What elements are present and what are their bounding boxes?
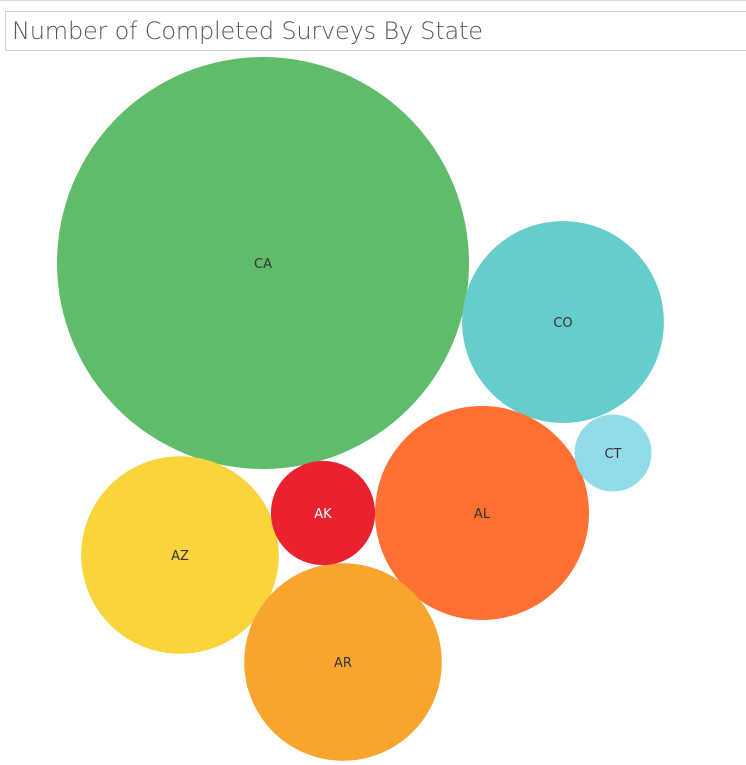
bubble-ak[interactable] [270,460,376,566]
bubble-label-ca: CA [254,257,272,272]
chart-title-box: Number of Completed Surveys By State [5,11,746,51]
top-border [0,0,746,3]
bubble-ct[interactable] [574,414,652,492]
bubble-label-ar: AR [334,656,352,671]
bubble-label-ct: CT [604,447,621,462]
bubble-label-al: AL [474,507,491,522]
bubble-label-az: AZ [171,549,189,564]
chart-title: Number of Completed Surveys By State [12,17,483,45]
bubble-co[interactable] [462,221,664,423]
bubble-ca[interactable] [57,57,469,469]
bubble-az[interactable] [81,456,279,654]
bubble-label-ak: AK [314,507,332,522]
bubble-label-co: CO [553,316,572,331]
bubble-ar[interactable] [244,563,442,761]
bubble-al[interactable] [375,406,589,620]
